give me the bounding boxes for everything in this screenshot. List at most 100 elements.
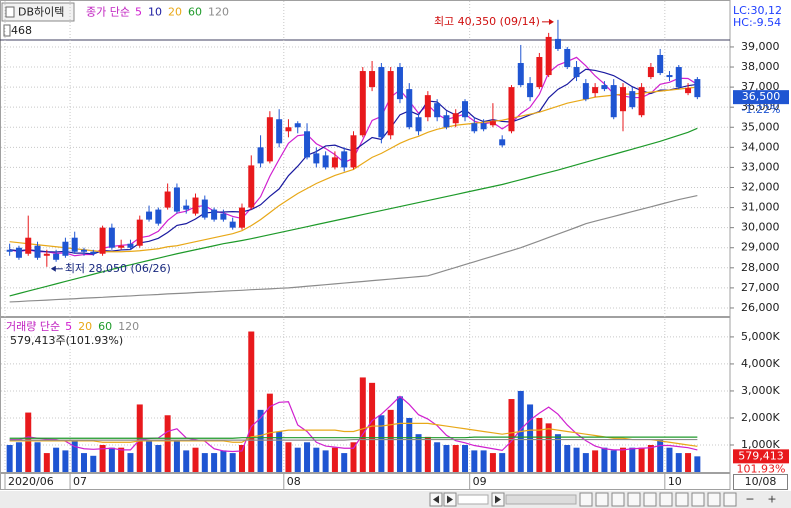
volume-bar [25, 412, 32, 472]
volume-bar [638, 447, 645, 472]
candle-body [43, 253, 50, 256]
info-button[interactable] [723, 492, 737, 507]
volume-bar [471, 450, 478, 472]
candle-body [657, 54, 664, 74]
candle-body [629, 91, 636, 108]
date-axis [0, 473, 731, 490]
code-fragment: 468 [11, 24, 32, 37]
candle-body [146, 211, 153, 220]
zoom-in-button[interactable] [595, 492, 609, 507]
y-tick-label: 34,000 [741, 140, 780, 153]
volume-bar [127, 453, 134, 472]
volume-bar [183, 450, 190, 472]
volume-bar [554, 434, 561, 472]
scroll-end-icon [495, 495, 501, 504]
plus-icon[interactable]: + [767, 493, 776, 506]
volume-bar [15, 442, 22, 472]
y-tick-label: 31,000 [741, 201, 780, 214]
candle-body [443, 115, 450, 128]
candle-body [592, 87, 599, 94]
y-tick-label: 30,000 [741, 221, 780, 234]
annotation-arrowhead [548, 18, 554, 25]
candle-body [155, 209, 162, 224]
candle-body [53, 253, 60, 260]
candle-body [99, 227, 106, 254]
volume-bar [434, 442, 441, 472]
volume-bar [80, 453, 87, 472]
max-annotation: 최고 40,350 (09/14) [434, 15, 540, 28]
candle-body [192, 197, 199, 214]
last-price-box [733, 90, 789, 105]
volume-bar [238, 444, 245, 472]
candle-body [647, 67, 654, 78]
legend-entry: 10 [148, 6, 162, 19]
period-button[interactable] [643, 492, 657, 507]
x-tick-label: 07 [73, 475, 87, 488]
candle-body [71, 237, 78, 252]
volume-bar [675, 453, 682, 472]
stock-button-icon [5, 6, 15, 18]
legend-entry: 120 [118, 320, 139, 333]
candle-body [489, 121, 496, 126]
candle-body [62, 241, 69, 256]
candle-body [378, 67, 385, 138]
stock-name[interactable]: DB하이텍 [18, 5, 64, 19]
volume-bar [71, 439, 78, 472]
volume-bar [582, 453, 589, 472]
stock-button[interactable] [1, 2, 75, 22]
volume-bar [620, 447, 627, 472]
volume-bar [220, 450, 227, 472]
export-button[interactable] [675, 492, 689, 507]
candle-body [527, 83, 534, 98]
moving-average-line [9, 438, 698, 441]
volume-bar [201, 453, 208, 472]
last-date-box [733, 474, 788, 490]
layout-button[interactable] [707, 492, 721, 507]
candle-body [424, 95, 431, 118]
candle-body [285, 127, 292, 132]
print-button[interactable] [691, 492, 705, 507]
scroll-track[interactable] [457, 494, 489, 505]
volume-bar [508, 399, 515, 472]
view-button[interactable] [611, 492, 625, 507]
y-tick-label: 29,000 [741, 241, 780, 254]
candle-body [257, 147, 264, 164]
volume-bar [285, 442, 292, 472]
lc-indicator: LC:30,12 [733, 4, 782, 17]
volume-bar [387, 409, 394, 472]
candle-body [108, 227, 115, 248]
candle-body [276, 119, 283, 144]
candle-body [127, 243, 134, 248]
volume-bar [527, 404, 534, 472]
volume-bar [155, 444, 162, 472]
candle-body [675, 67, 682, 88]
volume-bar [369, 382, 376, 472]
tool-button[interactable] [659, 492, 673, 507]
legend-entry: 5 [65, 320, 72, 333]
legend-entry: 60 [98, 320, 112, 333]
last-volume-box [733, 449, 789, 464]
volume-bar [536, 417, 543, 472]
volume-bar [322, 450, 329, 472]
candle-body [601, 85, 608, 90]
volume-bar [99, 444, 106, 472]
volume-bar [313, 447, 320, 472]
candle-body [183, 205, 190, 210]
candle-body [564, 48, 571, 68]
y-tick-label: 39,000 [741, 40, 780, 53]
y-tick-label: 32,000 [741, 180, 780, 193]
settings-button[interactable] [627, 492, 641, 507]
volume-bar [406, 417, 413, 472]
legend-entry: 20 [78, 320, 92, 333]
zoom-out-button[interactable] [579, 492, 593, 507]
minus-icon[interactable]: − [745, 493, 754, 506]
volume-bar [573, 447, 580, 472]
volume-bar [164, 415, 171, 472]
x-tick-label: 08 [287, 475, 301, 488]
y-tick-label: 2,000K [741, 411, 780, 424]
volume-bar [211, 453, 218, 472]
candle-body [341, 151, 348, 168]
y-tick-label: 4,000K [741, 357, 780, 370]
candle-body [480, 123, 487, 130]
zoom-slider[interactable] [505, 494, 577, 505]
